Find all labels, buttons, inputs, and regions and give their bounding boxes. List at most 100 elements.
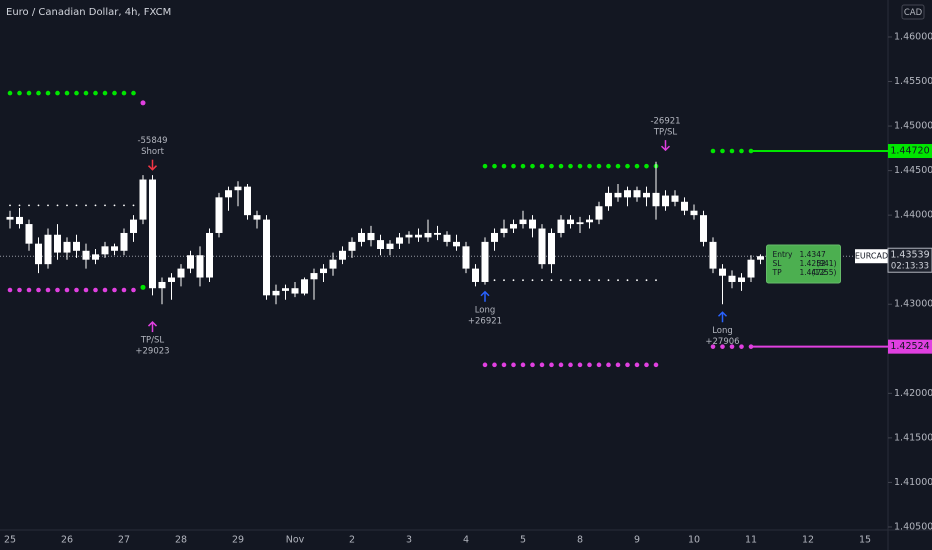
level-dot	[729, 344, 735, 349]
candle-body	[244, 186, 251, 216]
level-dot	[93, 287, 98, 293]
signal-label: TP/SL	[140, 336, 165, 346]
x-tick-label: 29	[232, 535, 244, 546]
level-dot	[131, 90, 136, 96]
x-tick-label: 2	[349, 535, 355, 546]
level-dot	[102, 287, 108, 293]
candle-body	[177, 268, 185, 278]
candle-body	[44, 234, 52, 265]
level-dot	[102, 90, 108, 96]
level-dot	[121, 287, 127, 293]
level-dot	[17, 287, 22, 293]
candle-body	[586, 219, 593, 223]
signal-label: Short	[141, 147, 164, 157]
level-dot	[501, 362, 507, 368]
candle-body	[633, 190, 641, 198]
candle-body	[168, 277, 175, 282]
level-dot	[539, 163, 545, 169]
level-dot	[94, 204, 97, 207]
level-dot	[64, 90, 70, 96]
x-tick-label: 15	[859, 535, 871, 546]
currency-label[interactable]: CAD	[904, 8, 923, 18]
level-dot	[645, 279, 648, 282]
y-tick-label: 1.44500	[894, 165, 932, 176]
candle-body	[225, 190, 232, 198]
candle-body	[35, 243, 42, 265]
level-dot	[560, 279, 562, 282]
candle-body	[130, 219, 137, 233]
level-dot	[615, 362, 621, 368]
currency-box[interactable]	[901, 4, 925, 20]
level-dot	[36, 90, 41, 96]
y-tick-label: 1.45500	[894, 76, 932, 87]
candle-body	[643, 192, 650, 198]
level-dot	[579, 279, 581, 282]
candle-body	[149, 179, 156, 289]
level-dot	[720, 344, 725, 349]
candle-body	[158, 281, 166, 289]
candle-body	[101, 246, 109, 255]
level-dot	[549, 163, 554, 169]
signal-label: Long	[475, 305, 496, 315]
candle-body	[320, 268, 327, 274]
candle-body	[624, 190, 631, 198]
level-dot	[75, 204, 78, 207]
level-dot	[482, 362, 488, 368]
candle-body	[700, 215, 707, 242]
candle-body	[481, 241, 489, 282]
level-dot	[634, 362, 640, 368]
candle-body	[16, 216, 23, 225]
level-dot	[607, 279, 610, 282]
candle-body	[291, 288, 299, 294]
candle-body	[538, 228, 546, 265]
level-dot	[492, 362, 497, 368]
countdown-label: 02:13:33	[891, 262, 929, 272]
signal-arrow-head	[480, 290, 490, 297]
candle-body	[272, 290, 280, 296]
level-dot	[37, 204, 40, 207]
level-label-box	[888, 144, 932, 159]
position-text: SL	[773, 259, 783, 268]
level-dot	[587, 362, 592, 368]
symbol-label: EURCAD	[855, 252, 888, 261]
level-dot	[522, 279, 524, 282]
signal-arrow-head	[660, 145, 671, 152]
level-dot	[569, 279, 572, 282]
candle-body	[548, 232, 555, 265]
level-dot	[45, 90, 51, 96]
y-tick-label: 1.41500	[894, 432, 932, 443]
level-dot	[625, 163, 630, 169]
level-dot	[530, 362, 535, 368]
candle-body	[434, 232, 441, 235]
level-dot	[56, 204, 59, 207]
candle-body	[605, 192, 612, 207]
level-label: 1.44720	[890, 146, 929, 157]
candle-body	[6, 216, 14, 220]
signal-label: +29023	[135, 347, 169, 357]
level-dot	[36, 287, 41, 293]
candle-body	[681, 201, 688, 211]
level-label-box	[888, 339, 932, 354]
candle-body	[405, 234, 413, 238]
last-price-box	[887, 247, 932, 273]
y-tick-label: 1.42000	[894, 388, 932, 399]
level-dot	[577, 362, 583, 368]
x-tick-label: 9	[634, 535, 640, 546]
level-dot	[55, 90, 60, 96]
x-tick-label: 26	[61, 535, 73, 546]
signal-dot	[140, 284, 146, 290]
level-dot	[710, 148, 716, 154]
level-dot	[64, 287, 70, 293]
y-tick-label: 1.46000	[894, 31, 932, 42]
y-tick-label: 1.44000	[894, 210, 932, 221]
level-dot	[644, 362, 649, 368]
candle-body	[462, 246, 470, 269]
x-tick-label: 8	[577, 535, 583, 546]
level-dot	[720, 148, 725, 154]
signal-arrow-head	[717, 311, 728, 317]
level-dot	[93, 90, 98, 96]
level-dot	[17, 90, 22, 96]
level-dot	[83, 287, 89, 293]
symbol-box	[855, 249, 888, 264]
